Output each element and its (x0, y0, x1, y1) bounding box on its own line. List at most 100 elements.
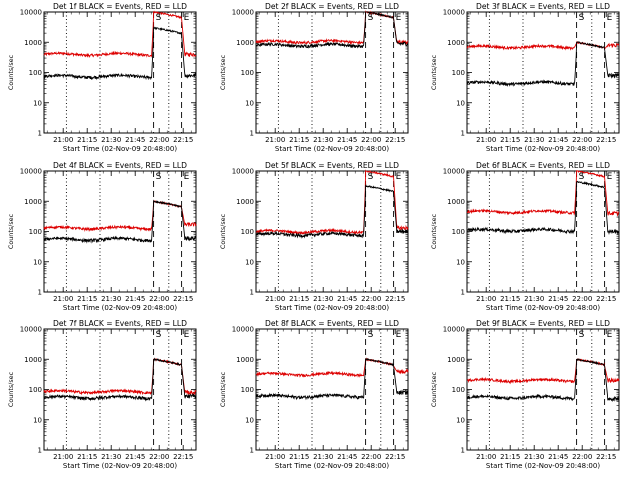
panel-title: Det 3f BLACK = Events, RED = LLD (476, 2, 610, 11)
x-axis-label: Start Time (02-Nov-09 20:48:00) (275, 145, 389, 153)
y-tick-label: 1 (250, 289, 254, 297)
x-tick-label: 21:15 (500, 136, 520, 144)
y-tick-label: 1 (461, 130, 465, 138)
x-axis-label: Start Time (02-Nov-09 20:48:00) (486, 304, 600, 312)
x-tick-label: 22:00 (361, 453, 381, 461)
x-tick-label: 22:15 (385, 295, 405, 303)
x-tick-label: 21:15 (289, 295, 309, 303)
x-tick-label: 22:15 (596, 453, 616, 461)
marker-label-E: E (396, 13, 402, 23)
x-tick-label: 21:15 (77, 136, 97, 144)
x-axis-label: Start Time (02-Nov-09 20:48:00) (63, 145, 177, 153)
x-tick-label: 21:15 (500, 453, 520, 461)
y-tick-label: 10000 (232, 168, 254, 176)
marker-label-E: E (396, 330, 402, 340)
y-tick-label: 1 (250, 130, 254, 138)
marker-label-S: S (156, 330, 162, 340)
detector-panel-5: Det 5f BLACK = Events, RED = LLD 1 10 100 10… (219, 161, 409, 312)
events-series-line (255, 184, 409, 239)
y-axis-label: Counts/sec (7, 54, 15, 90)
panel-title: Det 8f BLACK = Events, RED = LLD (265, 319, 399, 328)
events-series-line (43, 26, 197, 81)
marker-label-S: S (368, 330, 374, 340)
y-tick-label: 1 (38, 289, 42, 297)
y-tick-label: 100 (452, 228, 465, 236)
panel-title: Det 2f BLACK = Events, RED = LLD (265, 2, 399, 11)
x-tick-label: 22:00 (572, 295, 592, 303)
x-tick-label: 21:45 (337, 295, 357, 303)
x-axis-label: Start Time (02-Nov-09 20:48:00) (275, 304, 389, 312)
lld-series-line (43, 10, 197, 58)
y-tick-label: 100 (29, 386, 42, 394)
panel-title: Det 5f BLACK = Events, RED = LLD (265, 161, 399, 170)
x-tick-label: 21:30 (101, 453, 121, 461)
x-tick-label: 22:00 (149, 453, 169, 461)
y-tick-label: 10000 (20, 9, 42, 17)
marker-label-S: S (368, 172, 374, 182)
y-tick-label: 1000 (24, 198, 42, 206)
x-tick-label: 21:30 (101, 295, 121, 303)
panel-title: Det 4f BLACK = Events, RED = LLD (53, 161, 187, 170)
events-series-line (466, 180, 620, 236)
x-tick-label: 22:15 (173, 295, 193, 303)
y-tick-label: 10 (245, 258, 254, 266)
marker-label-S: S (156, 13, 162, 23)
x-tick-label: 21:00 (265, 295, 285, 303)
x-tick-label: 21:15 (289, 453, 309, 461)
x-axis-label: Start Time (02-Nov-09 20:48:00) (63, 462, 177, 470)
x-tick-label: 22:00 (572, 136, 592, 144)
x-tick-label: 22:15 (596, 136, 616, 144)
x-tick-label: 22:15 (385, 136, 405, 144)
y-tick-label: 10 (33, 99, 42, 107)
y-tick-label: 100 (452, 69, 465, 77)
x-tick-label: 21:00 (476, 295, 496, 303)
x-tick-label: 21:30 (524, 453, 544, 461)
y-tick-label: 100 (452, 386, 465, 394)
panel-title: Det 9f BLACK = Events, RED = LLD (476, 319, 610, 328)
y-tick-label: 100 (29, 228, 42, 236)
x-tick-label: 21:45 (125, 295, 145, 303)
y-tick-label: 10000 (232, 9, 254, 17)
marker-label-S: S (368, 13, 374, 23)
x-tick-label: 22:15 (173, 453, 193, 461)
marker-label-E: E (607, 330, 613, 340)
y-tick-label: 100 (241, 69, 254, 77)
y-tick-label: 100 (241, 386, 254, 394)
y-tick-label: 1 (461, 289, 465, 297)
y-tick-label: 100 (241, 228, 254, 236)
lld-series-line (255, 169, 409, 236)
marker-label-E: E (184, 13, 190, 23)
x-tick-label: 21:45 (125, 453, 145, 461)
x-tick-label: 22:00 (149, 295, 169, 303)
x-tick-label: 21:15 (77, 295, 97, 303)
y-axis-label: Counts/sec (430, 54, 438, 90)
x-axis-label: Start Time (02-Nov-09 20:48:00) (486, 145, 600, 153)
y-tick-label: 1 (38, 130, 42, 138)
x-tick-label: 21:00 (265, 453, 285, 461)
y-tick-label: 10 (33, 416, 42, 424)
y-tick-label: 1 (250, 447, 254, 455)
x-axis-label: Start Time (02-Nov-09 20:48:00) (275, 462, 389, 470)
x-tick-label: 22:15 (173, 136, 193, 144)
y-tick-label: 10 (456, 99, 465, 107)
x-tick-label: 22:00 (572, 453, 592, 461)
y-axis-label: Counts/sec (430, 213, 438, 249)
y-axis-label: Counts/sec (7, 213, 15, 249)
y-tick-label: 1000 (447, 198, 465, 206)
x-tick-label: 21:45 (548, 453, 568, 461)
marker-label-S: S (156, 172, 162, 182)
x-tick-label: 22:15 (385, 453, 405, 461)
y-axis-label: Counts/sec (219, 371, 227, 407)
y-tick-label: 10 (456, 258, 465, 266)
x-tick-label: 21:30 (313, 453, 333, 461)
x-tick-label: 21:30 (524, 136, 544, 144)
marker-label-E: E (607, 172, 613, 182)
y-tick-label: 10000 (443, 326, 465, 334)
x-tick-label: 22:00 (361, 136, 381, 144)
y-tick-label: 10000 (232, 326, 254, 334)
marker-label-E: E (184, 330, 190, 340)
detector-panel-1: Det 1f BLACK = Events, RED = LLD 1 10 100 10… (7, 2, 197, 153)
detector-panel-8: Det 8f BLACK = Events, RED = LLD 1 10 100 10… (219, 319, 409, 470)
x-tick-label: 21:00 (476, 453, 496, 461)
